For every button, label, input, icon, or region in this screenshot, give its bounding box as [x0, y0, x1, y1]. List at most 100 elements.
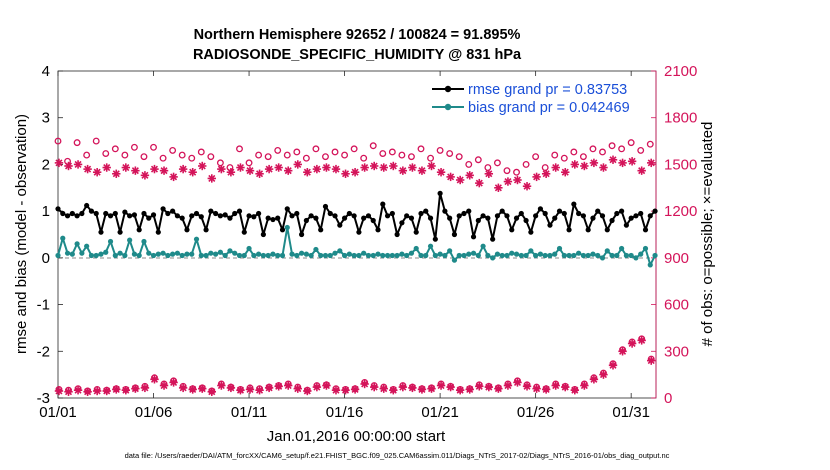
bias-point [595, 252, 601, 259]
rmse-point [64, 213, 71, 219]
obs-possible-point [150, 143, 157, 151]
bias-point [490, 255, 496, 261]
bias-point [88, 252, 95, 259]
left-y-tick-label: -3 [37, 390, 50, 407]
obs-evaluated-point [121, 386, 131, 395]
obs-possible-point [264, 153, 272, 161]
obs-possible-point [369, 142, 377, 150]
bias-point [642, 245, 649, 252]
obs-evaluated-point [102, 163, 111, 172]
obs-evaluated-point [207, 174, 216, 183]
rmse-point [590, 215, 596, 221]
bias-point [609, 252, 615, 259]
data-file-footer: data file: /Users/raeder/DAI/ATM_forcXX/… [125, 451, 670, 460]
obs-evaluated-point [178, 164, 188, 174]
bias-point [413, 245, 419, 252]
obs-possible-point [255, 151, 263, 159]
chart-title-line2: RADIOSONDE_SPECIFIC_HUMIDITY @ 831 hPa [193, 47, 522, 63]
obs-evaluated-point [608, 361, 618, 370]
rmse-point [303, 217, 309, 224]
bias-point [628, 252, 634, 259]
obs-possible-point [493, 159, 501, 167]
x-tick-label: 01/26 [517, 404, 555, 421]
obs-evaluated-point [350, 385, 360, 394]
obs-possible-point [388, 148, 396, 156]
obs-evaluated-point [293, 160, 302, 169]
observation-count-markers [54, 137, 656, 396]
rmse-point [638, 210, 644, 217]
obs-evaluated-point [589, 375, 599, 384]
obs-evaluated-point [589, 158, 599, 168]
obs-evaluated-point [647, 356, 656, 365]
bias-point [227, 248, 233, 254]
obs-evaluated-point [312, 382, 322, 392]
rmse-point [69, 210, 75, 217]
obs-evaluated-point [102, 386, 111, 396]
obs-evaluated-point [264, 383, 274, 393]
obs-evaluated-point [92, 386, 102, 396]
rmse-point [566, 227, 572, 233]
bias-point [275, 252, 281, 259]
obs-evaluated-point [236, 386, 245, 395]
obs-possible-point [331, 148, 339, 156]
rmse-point [236, 208, 243, 214]
bias-point [423, 252, 429, 259]
bias-point [241, 252, 247, 259]
obs-evaluated-point [532, 172, 541, 182]
rmse-point [356, 229, 362, 235]
rmse-point [437, 190, 443, 196]
bias-point [599, 255, 606, 261]
obs-evaluated-point [427, 384, 436, 393]
bias-point [380, 252, 386, 259]
obs-possible-point [589, 145, 597, 153]
obs-evaluated-point [112, 169, 121, 178]
right-y-tick-label: 1500 [664, 156, 697, 173]
obs-possible-point [130, 143, 138, 151]
bias-point [356, 252, 362, 259]
bias-point [442, 252, 448, 259]
rmse-point [413, 229, 419, 235]
rmse-point [227, 215, 233, 221]
bias-point [313, 246, 319, 253]
bias-point [327, 252, 333, 259]
bias-point [55, 252, 61, 259]
obs-evaluated-point [398, 166, 408, 175]
bias-point [165, 252, 171, 259]
x-tick-label: 01/01 [39, 404, 77, 421]
bias-point [232, 250, 238, 256]
obs-possible-point [302, 154, 310, 162]
bias-point [174, 250, 181, 256]
bias-point [303, 251, 309, 257]
obs-evaluated-point [303, 386, 312, 396]
bias-point [513, 251, 520, 257]
bias-point [213, 251, 219, 257]
obs-evaluated-point [150, 375, 159, 384]
right-y-tick-label: 900 [664, 250, 689, 267]
obs-evaluated-point [331, 164, 341, 174]
rmse-point [275, 215, 281, 221]
rmse-point [146, 215, 152, 221]
bias-point [251, 252, 257, 259]
bias-point [461, 252, 467, 259]
bias-point [131, 251, 138, 257]
obs-possible-point [92, 137, 100, 145]
obs-evaluated-point [198, 384, 207, 393]
rmse-point [160, 206, 166, 212]
obs-possible-point [188, 154, 196, 162]
obs-evaluated-point [484, 382, 494, 392]
rmse-point [384, 213, 391, 219]
right-y-tick-label: 1800 [664, 110, 697, 127]
obs-possible-point [522, 160, 530, 168]
rmse-point [284, 206, 290, 212]
legend-rmse-marker [444, 85, 452, 93]
rmse-point [337, 222, 343, 228]
rmse-point [533, 213, 539, 219]
rmse-point [150, 212, 157, 218]
rmse-point [327, 210, 333, 217]
obs-possible-point [637, 146, 645, 154]
obs-evaluated-point [408, 383, 417, 393]
bias-point [98, 251, 104, 257]
rmse-point [427, 215, 434, 221]
